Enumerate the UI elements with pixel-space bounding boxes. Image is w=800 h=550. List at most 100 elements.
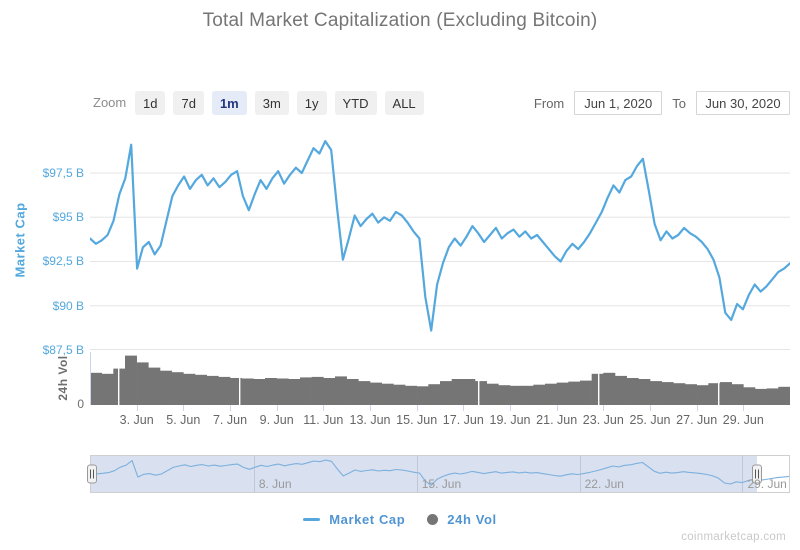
legend-label: Market Cap bbox=[329, 512, 406, 527]
volume-bar bbox=[766, 388, 779, 405]
navigator-selected-range[interactable] bbox=[91, 456, 757, 492]
navigator-series-line bbox=[91, 459, 789, 486]
x-axis-label: 27. Jun bbox=[676, 413, 718, 427]
x-axis-label: 17. Jun bbox=[442, 413, 484, 427]
x-tick bbox=[136, 405, 138, 411]
navigator[interactable]: 8. Jun 15. Jun 22. Jun 29. Jun bbox=[87, 455, 790, 493]
bar-separator bbox=[118, 352, 120, 405]
from-date-input[interactable] bbox=[574, 91, 663, 115]
y-tick-label: $90 B bbox=[52, 299, 84, 313]
volume-bar bbox=[521, 385, 534, 405]
volume-bar bbox=[638, 379, 651, 405]
watermark: coinmarketcap.com bbox=[681, 531, 786, 543]
legend-item-24h-vol[interactable]: 24h Vol bbox=[427, 512, 496, 527]
x-axis-label: 5. Jun bbox=[166, 413, 201, 427]
volume-bar bbox=[288, 379, 301, 405]
navigator-gridline bbox=[742, 456, 744, 492]
volume-bar bbox=[510, 385, 522, 405]
volume-bar bbox=[195, 374, 207, 405]
volume-bar bbox=[416, 386, 429, 405]
market-cap-line-chart[interactable] bbox=[90, 133, 790, 350]
x-axis-label: 23. Jun bbox=[582, 413, 624, 427]
x-tick bbox=[276, 405, 278, 411]
y-tick-label: $92,5 B bbox=[42, 254, 84, 268]
from-label: From bbox=[533, 95, 565, 111]
navigator-label: 22. Jun bbox=[584, 477, 624, 491]
volume-bar bbox=[545, 383, 557, 405]
volume-bar bbox=[218, 376, 231, 405]
zoom-button-1y[interactable]: 1y bbox=[296, 91, 327, 115]
x-axis-label: 11. Jun bbox=[303, 413, 344, 427]
volume-bar bbox=[685, 384, 697, 405]
volume-bar bbox=[171, 372, 184, 405]
volume-bar bbox=[661, 382, 674, 405]
volume-bar bbox=[451, 379, 464, 405]
dot-series-icon bbox=[427, 514, 439, 525]
market-cap-series-line bbox=[90, 140, 790, 332]
volume-bar bbox=[241, 378, 254, 405]
x-axis-label: 29. Jun bbox=[722, 413, 764, 427]
volume-bar bbox=[603, 372, 616, 405]
zoom-button-all[interactable]: ALL bbox=[384, 91, 424, 115]
volume-bar bbox=[591, 373, 604, 405]
zoom-label: Zoom bbox=[93, 95, 127, 110]
volume-bar bbox=[556, 382, 569, 405]
volume-bar bbox=[626, 378, 639, 405]
date-range: From To bbox=[534, 91, 790, 115]
volume-bar bbox=[405, 385, 417, 405]
legend-item-market-cap[interactable]: Market Cap bbox=[303, 512, 405, 527]
volume-bar bbox=[533, 384, 546, 405]
volume-bar-chart[interactable] bbox=[90, 352, 790, 405]
toolbar: Zoom 1d 7d 1m 3m 1y YTD ALL From To bbox=[90, 91, 790, 115]
legend-label: 24h Vol bbox=[447, 512, 497, 527]
navigator-label: 15. Jun bbox=[421, 477, 462, 491]
volume-bar bbox=[276, 378, 289, 405]
navigator-right-handle[interactable] bbox=[751, 464, 762, 484]
volume-bar bbox=[265, 378, 277, 405]
x-tick bbox=[370, 405, 371, 411]
x-axis-label: 19. Jun bbox=[489, 413, 531, 427]
volume-bar bbox=[206, 375, 219, 405]
zoom-button-7d[interactable]: 7d bbox=[173, 91, 204, 115]
x-axis-label: 9. Jun bbox=[259, 413, 294, 427]
volume-bar bbox=[300, 377, 312, 405]
x-tick bbox=[323, 405, 325, 411]
volume-bar bbox=[125, 355, 137, 405]
y-tick-label: $97,5 B bbox=[42, 166, 84, 180]
x-axis-label: 13. Jun bbox=[349, 413, 391, 427]
volume-bar bbox=[475, 381, 487, 405]
navigator-label: 29. Jun bbox=[747, 477, 787, 491]
chart-legend: Market Cap 24h Vol bbox=[0, 512, 800, 527]
to-date-input[interactable] bbox=[696, 91, 790, 115]
x-tick bbox=[510, 405, 511, 411]
volume-bar bbox=[160, 370, 172, 405]
volume-bar bbox=[743, 387, 756, 405]
navigator-label: 8. Jun bbox=[258, 477, 292, 491]
x-axis-label: 7. Jun bbox=[212, 413, 248, 427]
x-tick bbox=[183, 405, 185, 411]
volume-bar bbox=[650, 381, 662, 405]
volume-bar bbox=[358, 381, 371, 405]
volume-bar bbox=[755, 388, 767, 405]
volume-bar bbox=[101, 373, 114, 405]
zoom-button-3m[interactable]: 3m bbox=[254, 91, 289, 115]
x-axis-label: 3. Jun bbox=[119, 413, 154, 427]
volume-bar bbox=[311, 376, 324, 405]
range-buttons: 1d 7d 1m 3m 1y YTD ALL bbox=[135, 91, 424, 115]
x-axis: 3. Jun 5. Jun 7. Jun 9. Jun 11. Jun 13. Jun 15… bbox=[90, 405, 790, 435]
x-axis-label: 25. Jun bbox=[629, 413, 671, 427]
zoom-button-1m[interactable]: 1m bbox=[211, 91, 247, 115]
volume-bar bbox=[440, 381, 452, 405]
navigator-left-handle[interactable] bbox=[87, 464, 97, 484]
volume-bar bbox=[393, 384, 406, 405]
volume-bar bbox=[370, 382, 382, 405]
volume-bar bbox=[568, 381, 581, 405]
volume-axis-line bbox=[90, 352, 91, 405]
zoom-button-ytd[interactable]: YTD bbox=[334, 91, 377, 115]
x-tick bbox=[556, 405, 558, 411]
zoom-button-1d[interactable]: 1d bbox=[135, 91, 166, 115]
y-tick-label: $95 B bbox=[52, 210, 84, 224]
volume-bar bbox=[230, 378, 242, 405]
volume-bar bbox=[731, 384, 744, 405]
